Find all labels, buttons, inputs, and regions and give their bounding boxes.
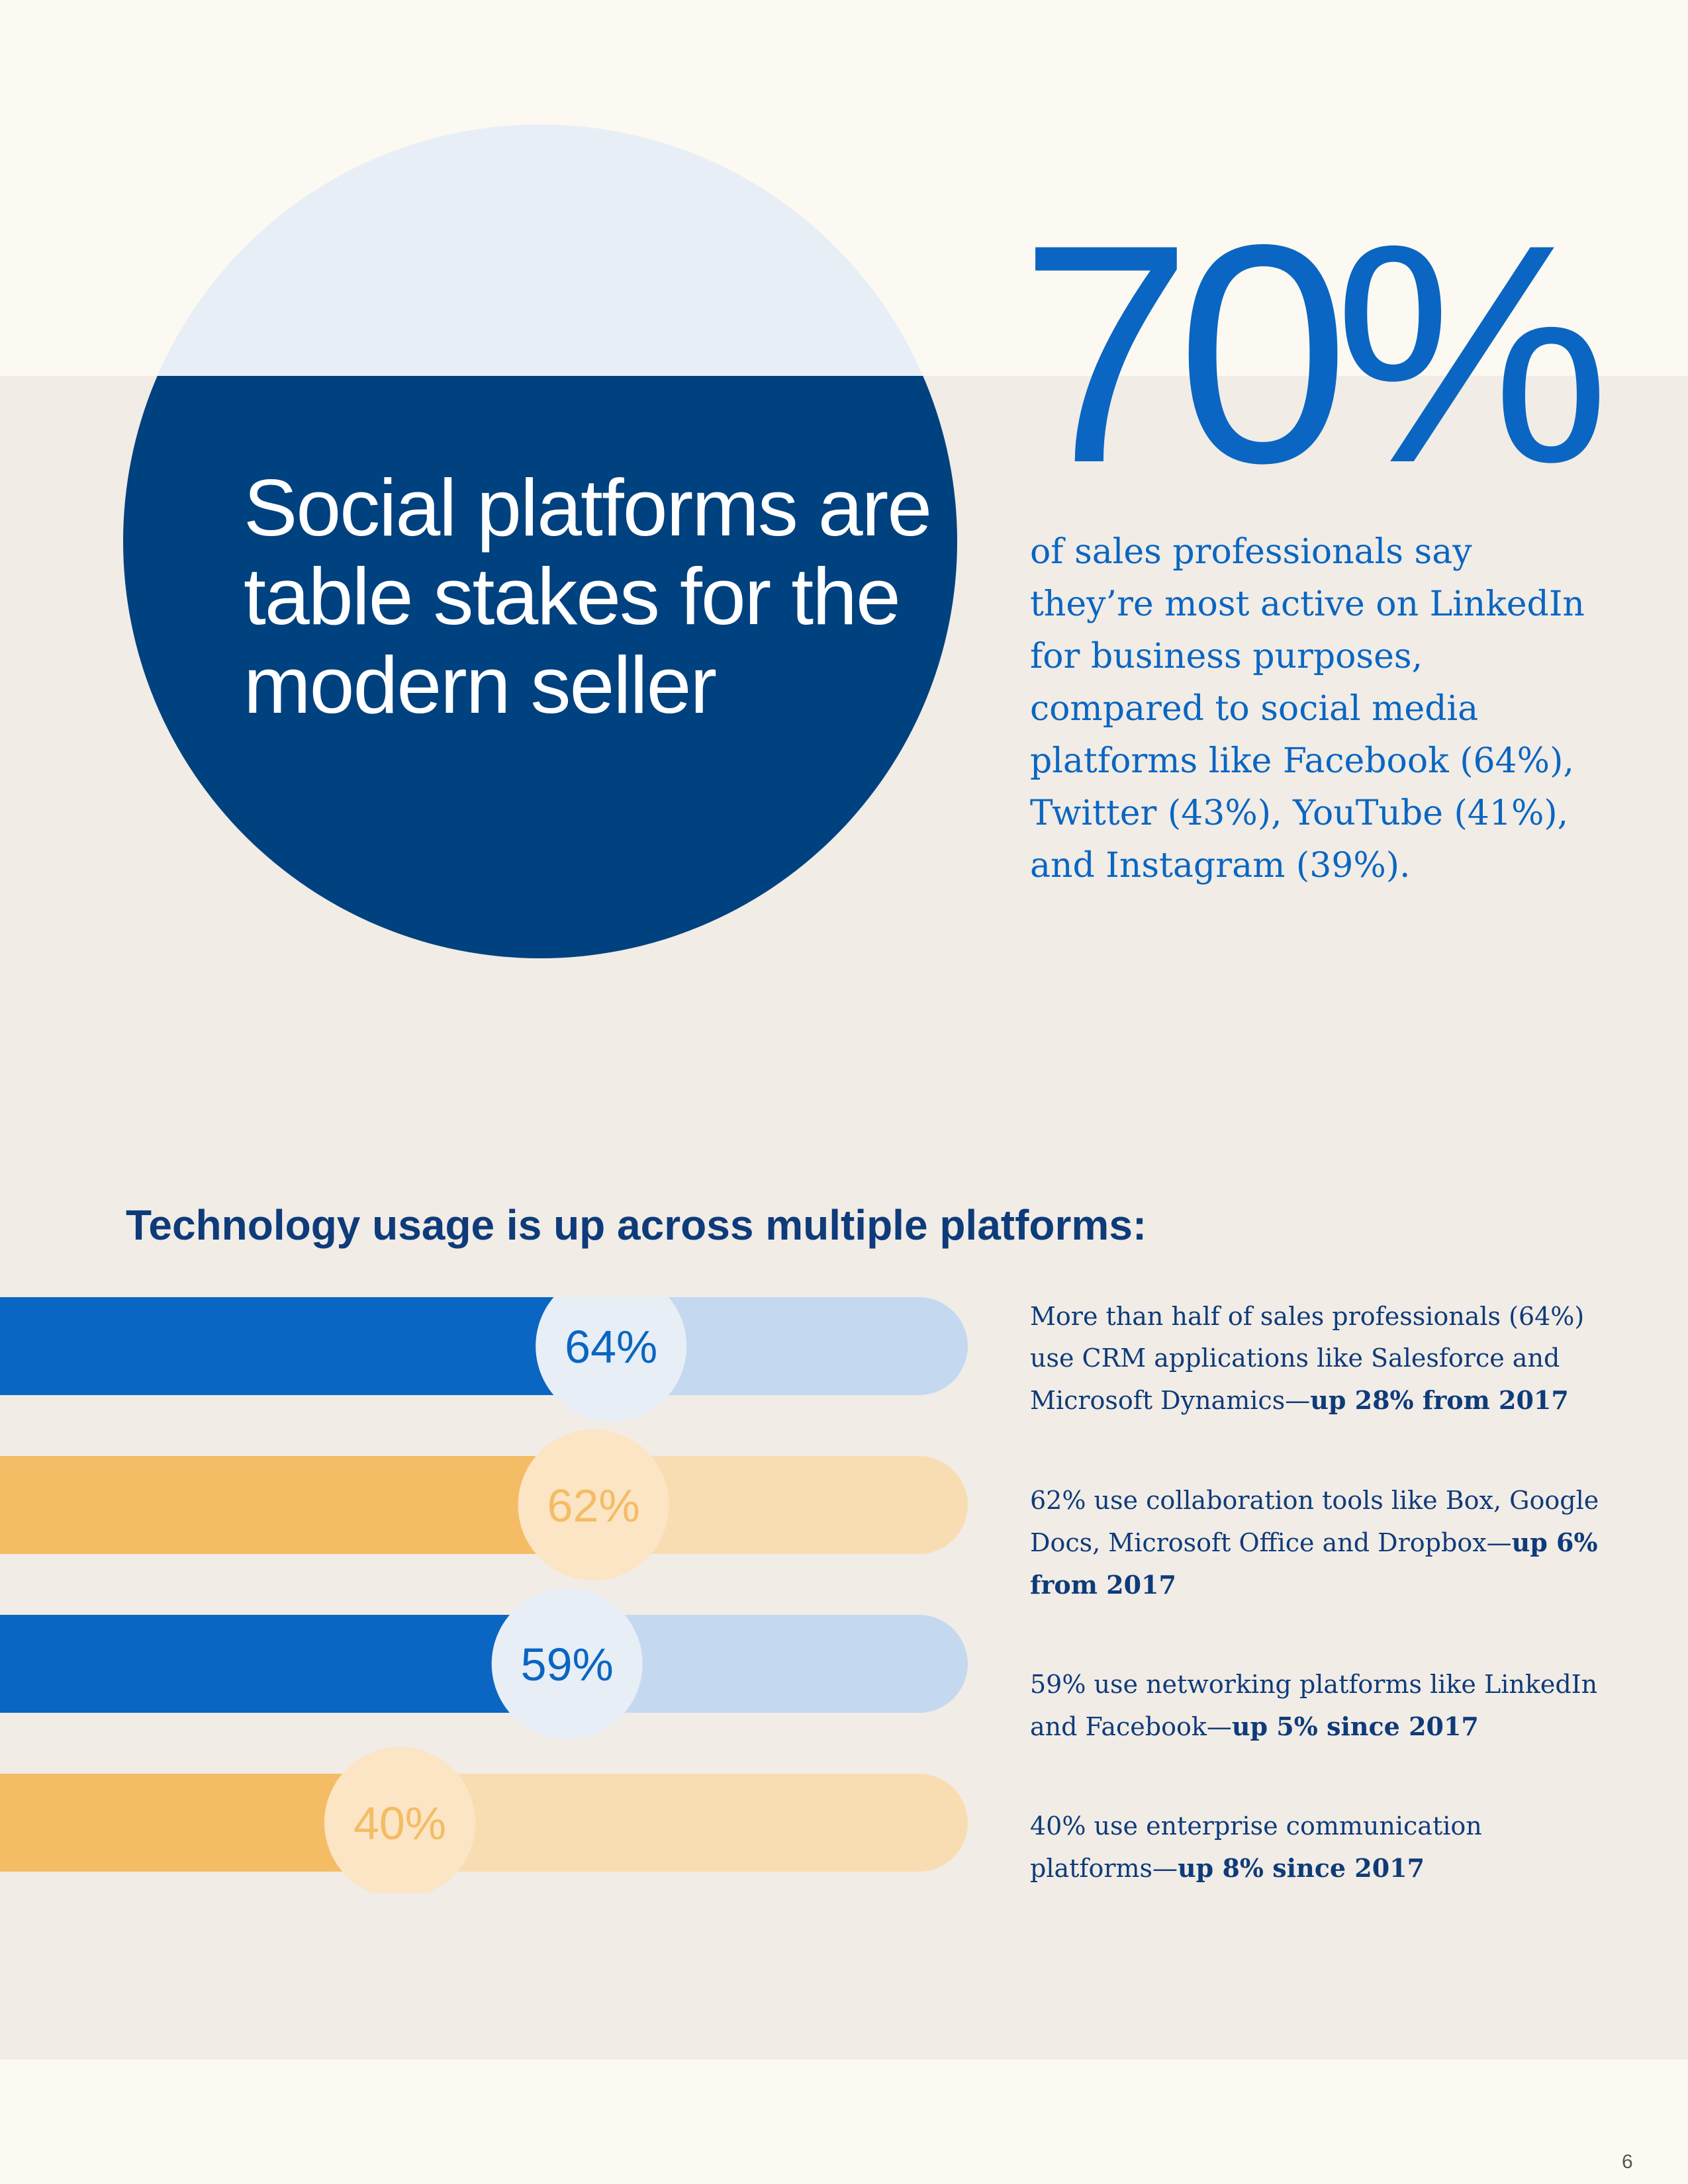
chart-title: Technology usage is up across multiple p… <box>126 1201 1147 1249</box>
bar-fill-4 <box>0 1774 352 1872</box>
bar-label-2: 62% <box>547 1480 640 1531</box>
bar-badge-4 <box>324 1747 475 1893</box>
bar-note-4-text: 40% use enterprise communication platfor… <box>1030 1811 1482 1883</box>
page-number: 6 <box>1622 2151 1633 2173</box>
bar-note-3: 59% use networking platforms like Linked… <box>1030 1664 1599 1748</box>
bar-note-2-text: 62% use collaboration tools like Box, Go… <box>1030 1486 1599 1557</box>
bar-badge-1 <box>536 1297 687 1422</box>
bar-note-1-highlight: up 28% from 2017 <box>1310 1385 1569 1415</box>
bar-note-1: More than half of sales professionals (6… <box>1030 1296 1599 1422</box>
bar-note-4: 40% use enterprise communication platfor… <box>1030 1805 1599 1889</box>
hero-stat-value: 70% <box>1019 180 1611 527</box>
bar-label-4: 40% <box>353 1797 446 1849</box>
bar-badge-3 <box>491 1588 643 1739</box>
bar-note-2-highlight: up 6% from 2017 <box>1030 1527 1598 1600</box>
usage-bar-chart: 64% 62% 59% 40% <box>0 1297 968 1893</box>
bar-note-4-highlight: up 8% since 2017 <box>1178 1853 1425 1883</box>
bar-fill-3 <box>0 1615 520 1713</box>
bar-fill-1 <box>0 1297 564 1395</box>
bar-note-1-text: More than half of sales professionals (6… <box>1030 1302 1585 1415</box>
hero-stat-description: of sales professionals say they’re most … <box>1030 532 1585 886</box>
hero-headline: Social platforms are table stakes for th… <box>244 463 932 730</box>
bar-label-3: 59% <box>521 1639 614 1690</box>
bar-fill-2 <box>0 1456 546 1554</box>
bar-note-2: 62% use collaboration tools like Box, Go… <box>1030 1480 1599 1606</box>
bar-label-1: 64% <box>565 1321 657 1373</box>
hero-circle <box>123 124 957 958</box>
bar-badge-2 <box>518 1430 669 1580</box>
bar-note-3-highlight: up 5% since 2017 <box>1231 1711 1479 1741</box>
bar-note-3-text: 59% use networking platforms like Linked… <box>1030 1670 1598 1741</box>
